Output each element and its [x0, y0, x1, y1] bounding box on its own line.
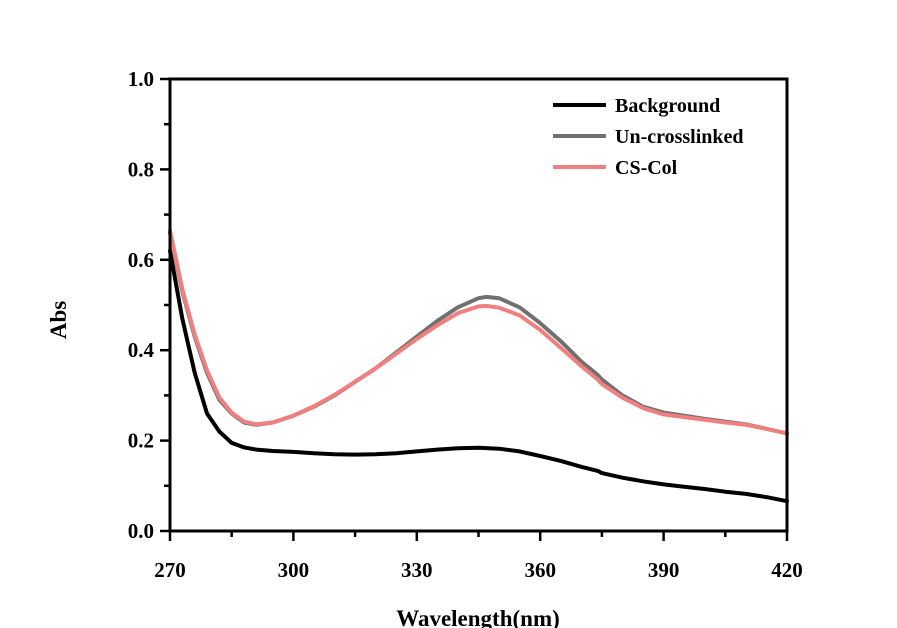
x-tick-label: 300 — [278, 558, 310, 582]
series-line-cs-col — [168, 228, 789, 436]
series-line-background — [168, 248, 789, 504]
x-axis-title: Wavelength(nm) — [396, 606, 560, 628]
plot-lines — [168, 228, 789, 504]
legend-label: Background — [615, 95, 720, 117]
legend-label: Un-crosslinked — [615, 126, 744, 148]
x-tick-label: 330 — [401, 558, 433, 582]
y-axis-title: Abs — [46, 301, 71, 339]
legend: Background Un-crosslinked CS-Col — [553, 95, 744, 179]
x-tick-label: 270 — [154, 558, 186, 582]
x-tick-label: 390 — [648, 558, 680, 582]
y-tick-label: 0.0 — [128, 519, 154, 543]
y-tick-label: 0.8 — [128, 157, 154, 181]
y-tick-label: 0.2 — [128, 429, 154, 453]
ticks — [160, 77, 789, 541]
series-line-un-crosslinked — [168, 230, 789, 436]
x-tick-label: 420 — [771, 558, 803, 582]
tick-labels: 270 300 330 360 390 420 0.0 0.2 0.4 0.6 0.8 1.0 — [128, 67, 803, 582]
x-tick-label: 360 — [524, 558, 556, 582]
y-tick-label: 0.6 — [128, 248, 154, 272]
y-tick-label: 1.0 — [128, 67, 154, 91]
legend-label: CS-Col — [615, 157, 678, 179]
y-tick-label: 0.4 — [128, 338, 155, 362]
